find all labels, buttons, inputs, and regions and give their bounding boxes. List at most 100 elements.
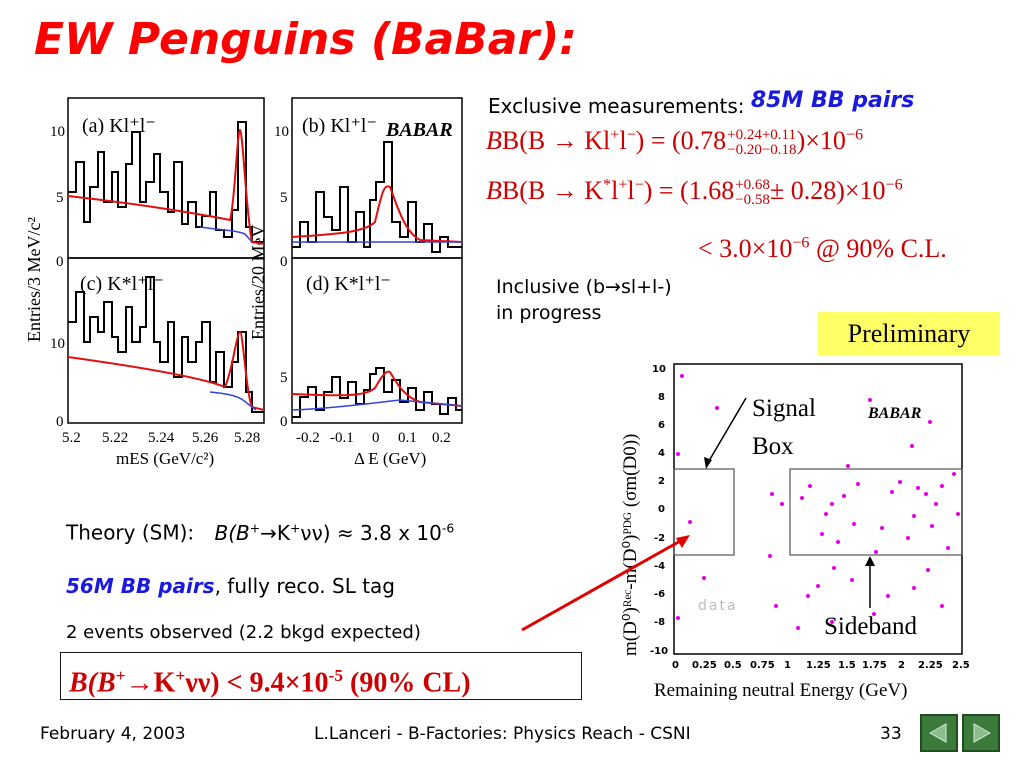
- signal-arrow-head: [704, 457, 712, 469]
- result-d: (90% CL): [343, 667, 471, 699]
- ytick-0b: 0: [280, 254, 288, 270]
- pairs-85m: 85M BB pairs: [750, 88, 915, 113]
- theory-exp: -6: [441, 520, 455, 535]
- eq1-suffix: )×10: [796, 126, 846, 155]
- histogram-c: [68, 276, 264, 413]
- exclusive-label: Exclusive measurements: 85M BB pairs: [488, 88, 914, 119]
- eq2-sup2: −: [634, 176, 644, 194]
- sc-ytick-m6: -6: [654, 589, 665, 600]
- xtick-right-0: -0.2: [296, 430, 320, 446]
- scatter-ylabel: m(D⁰)ᴿᵉᶜ-m(D⁰)ᴾᴰᴳ (σm(D0)): [620, 434, 641, 656]
- ytick-0d: 0: [280, 414, 288, 430]
- eq2-mid: l: [611, 176, 619, 205]
- ytick-5a: 5: [56, 190, 64, 206]
- footer-center: L.Lanceri - B-Factories: Physics Reach -…: [314, 724, 691, 744]
- sc-xtick-10: 2.5: [952, 660, 970, 671]
- pairs-56m: 56M BB pairs: [66, 574, 215, 598]
- ytick-5d: 5: [280, 370, 288, 386]
- ytick-5b: 5: [280, 190, 288, 206]
- panel-a-label: (a) Kl⁺l⁻: [82, 115, 156, 137]
- sc-xtick-4: 1: [784, 660, 791, 671]
- equation-limit: < 3.0×10−6 @ 90% C.L.: [698, 234, 947, 264]
- equation-kstarll: BB(B → K*l+l−) = (1.68 +0.68 −0.58 ± 0.28)×…: [486, 176, 903, 209]
- panel-c-label: (c) K*l⁺l⁻: [80, 273, 164, 295]
- events-observed: 2 events observed (2.2 bkgd expected): [66, 622, 421, 643]
- eq2-err-up: +0.68: [735, 177, 770, 194]
- result-box: B(B+→K+νν) < 9.4×10-5 (90% CL): [60, 652, 582, 700]
- eq1-err-up: +0.24+0.11: [727, 127, 797, 144]
- result-sup1: +: [115, 666, 126, 685]
- theory-process: B(B: [214, 520, 250, 545]
- scatter-xlabel: Remaining neutral Energy (GeV): [654, 680, 907, 701]
- footer-page: 33: [880, 724, 902, 744]
- signal-box-label-1: Signal: [752, 395, 816, 422]
- result-sup2: +: [175, 666, 186, 685]
- xtick-left-1: 5.22: [102, 430, 128, 446]
- sideband-label: Sideband: [824, 613, 918, 640]
- panel-d-label: (d) K*l⁺l⁻: [306, 273, 391, 295]
- eq3-exp: −6: [792, 234, 810, 252]
- xtick-right-3: 0.1: [398, 430, 417, 446]
- theory-arrow: →K: [260, 520, 291, 545]
- sc-ytick-m10: -10: [650, 646, 668, 657]
- sc-ytick-m8: -8: [654, 617, 665, 628]
- ytick-0a: 0: [56, 254, 64, 270]
- next-slide-button[interactable]: [962, 714, 1000, 752]
- xlabel-right: Δ E (GeV): [354, 449, 426, 468]
- result-c: νν) < 9.4×10: [185, 667, 329, 699]
- ylabel-right: Entries/20 MeV: [248, 225, 268, 340]
- xtick-left-3: 5.26: [192, 430, 219, 446]
- eq2-err-down: −0.58: [735, 192, 770, 209]
- xtick-right-1: -0.1: [330, 430, 354, 446]
- eq1-lhs: B(B → Kl: [501, 126, 611, 155]
- eq1-rhs: ) = (0.78: [635, 126, 727, 155]
- bkg-curve-d: [291, 399, 463, 411]
- sc-ytick-m4: -4: [654, 561, 665, 572]
- red-pointer-arrow: [521, 535, 690, 632]
- babar-logo: BABAR: [385, 119, 453, 141]
- equation-kll: BB(B → Kl+l−) = (0.78 +0.24+0.11 −0.20−0.1…: [486, 126, 864, 159]
- eq2-rhs: ) = (1.68: [643, 176, 735, 205]
- histogram-figure: Entries/3 MeV/c² Entries/20 MeV (a) Kl⁺l…: [24, 97, 463, 468]
- eq1-sup1: +: [610, 126, 620, 144]
- data-watermark: data: [698, 598, 738, 614]
- fit-curve-d: [291, 370, 463, 407]
- panel-c-frame: [67, 257, 265, 424]
- prev-slide-button[interactable]: [920, 714, 958, 752]
- xtick-right-4: 0.2: [432, 430, 451, 446]
- eq2-suffix: ± 0.28)×10: [769, 176, 886, 205]
- inclusive-line2: in progress: [496, 302, 602, 324]
- scatter-figure: m(D⁰)ᴿᵉᶜ-m(D⁰)ᴾᴰᴳ (σm(D0)) 10 8 6 4 2 0 …: [620, 363, 970, 701]
- triangle-right-icon: [973, 723, 992, 743]
- pairs-56m-rest: , fully reco. SL tag: [214, 574, 396, 598]
- eq2-mid2: l: [627, 176, 635, 205]
- eq2-sup0: *: [603, 176, 612, 194]
- eq2-lhs: B(B → K: [501, 176, 604, 205]
- theory-rest: νν) ≈ 3.8 x 10: [300, 520, 442, 545]
- eq1-sup2: −: [626, 126, 636, 144]
- xlabel-left: mES (GeV/c²): [116, 449, 214, 468]
- triangle-left-icon: [928, 723, 947, 743]
- xtick-left-4: 5.28: [234, 430, 260, 446]
- sc-ytick-4: 4: [658, 448, 665, 459]
- result-b: →K: [125, 667, 176, 699]
- result-a: B(B: [69, 667, 116, 699]
- eq3-prefix: < 3.0×10: [698, 234, 793, 263]
- sc-xtick-0: 0: [672, 660, 679, 671]
- eq1-exp: −6: [845, 126, 864, 144]
- fit-curve-b: [291, 185, 463, 243]
- sc-ytick-2: 2: [658, 476, 665, 487]
- panel-b-label: (b) Kl⁺l⁻: [302, 115, 377, 137]
- theory-sup1: +: [249, 520, 261, 535]
- eq1-err-down: −0.20−0.18: [727, 142, 797, 159]
- eq2-exp: −6: [885, 176, 903, 194]
- theory-line: Theory (SM): B(B+→K+νν) ≈ 3.8 x 10-6: [66, 520, 454, 545]
- result-exp: -5: [328, 666, 344, 685]
- sideband-arrow-head: [865, 556, 875, 566]
- footer-date: February 4, 2003: [40, 724, 186, 744]
- sc-ytick-8: 8: [658, 392, 665, 403]
- sc-ytick-0: 0: [658, 504, 665, 515]
- eq1-mid: l: [619, 126, 627, 155]
- sc-xtick-8: 2: [898, 660, 905, 671]
- sc-ytick-10: 10: [652, 364, 666, 375]
